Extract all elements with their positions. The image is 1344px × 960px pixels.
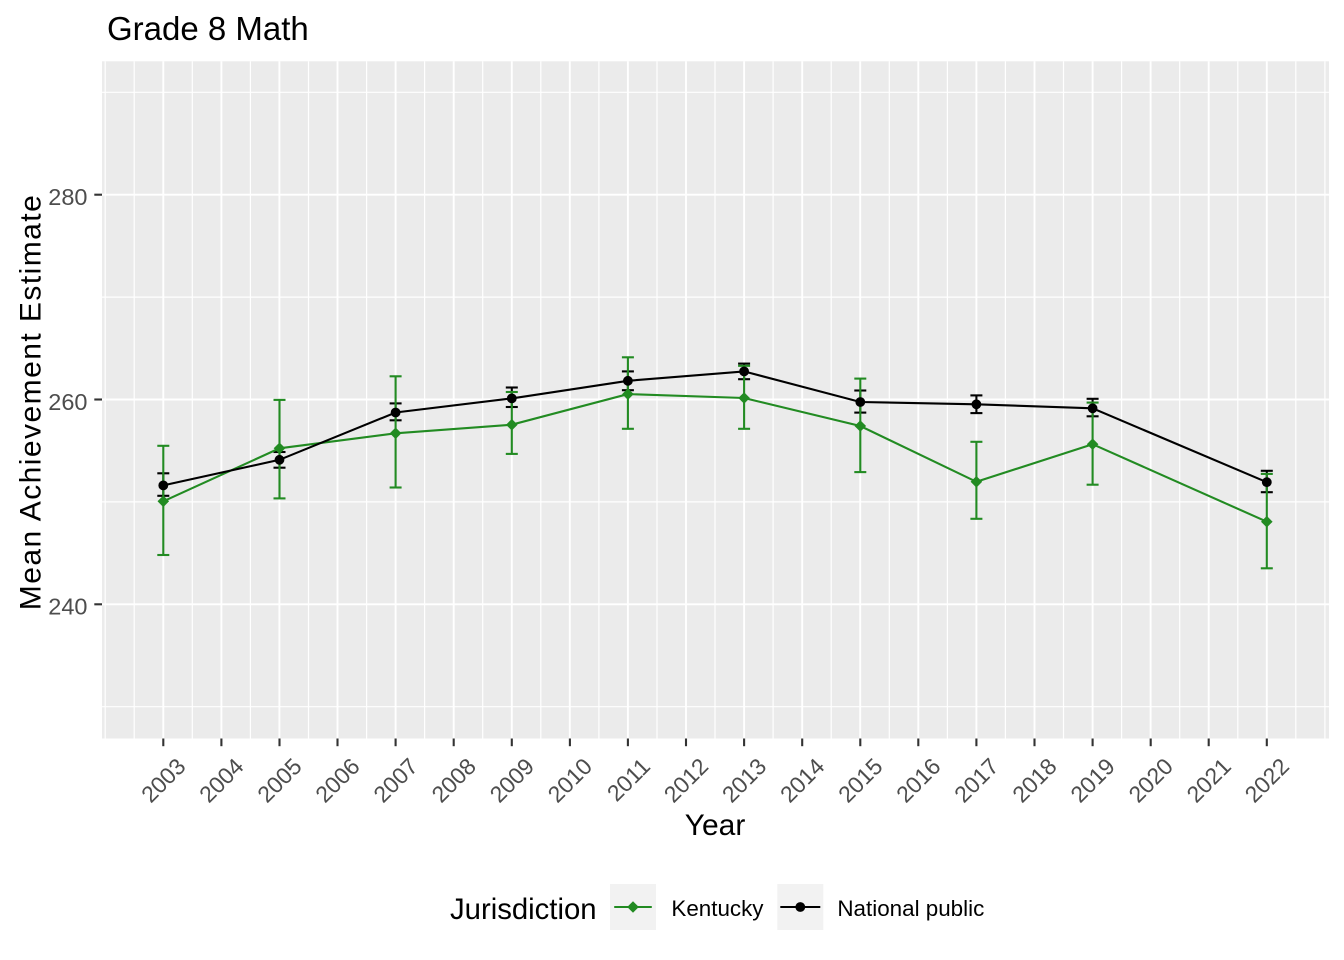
svg-text:280: 280	[48, 184, 87, 210]
svg-text:240: 240	[48, 594, 87, 620]
svg-text:Kentucky: Kentucky	[671, 896, 764, 921]
svg-text:Year: Year	[685, 809, 746, 842]
svg-text:Jurisdiction: Jurisdiction	[450, 893, 597, 926]
svg-text:260: 260	[48, 389, 87, 415]
svg-text:Grade 8 Math: Grade 8 Math	[107, 10, 309, 47]
svg-text:Mean Achievement Estimate: Mean Achievement Estimate	[14, 194, 47, 610]
svg-text:National public: National public	[837, 896, 984, 921]
